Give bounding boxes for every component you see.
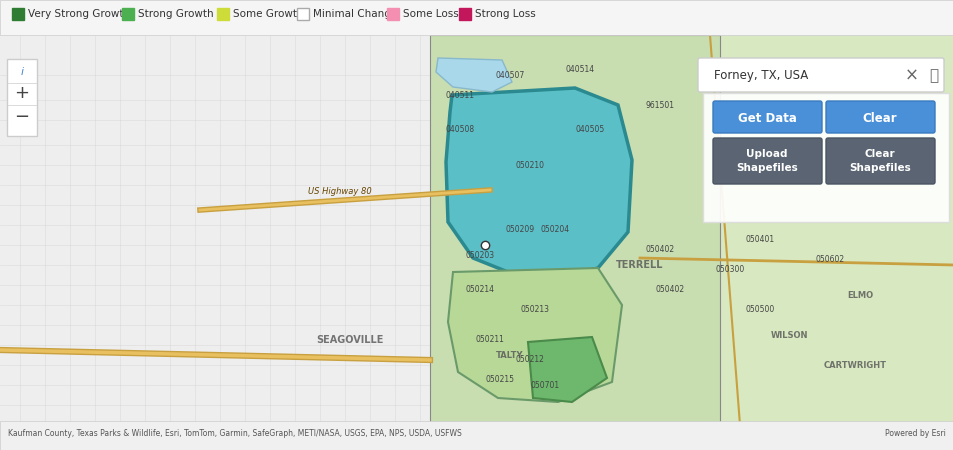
FancyBboxPatch shape [296,8,309,20]
Text: Clear
Shapefiles: Clear Shapefiles [848,149,910,173]
Text: ELMO: ELMO [846,291,872,300]
Text: 050602: 050602 [815,256,843,265]
Text: TALTY: TALTY [496,351,523,360]
FancyBboxPatch shape [825,138,934,184]
Text: 050204: 050204 [539,225,569,234]
Polygon shape [446,88,631,278]
Bar [0,35,953,425]
FancyBboxPatch shape [12,8,24,20]
Text: Some Growth: Some Growth [233,9,303,19]
Text: ⌕: ⌕ [928,68,938,84]
Text: Upload
Shapefiles: Upload Shapefiles [736,149,797,173]
Text: 040511: 040511 [445,90,474,99]
Text: 050211: 050211 [475,336,504,345]
Text: 050402: 050402 [645,246,674,255]
Text: Very Strong Growth: Very Strong Growth [28,9,130,19]
Text: Strong Loss: Strong Loss [475,9,536,19]
Text: Some Loss: Some Loss [402,9,458,19]
FancyBboxPatch shape [702,93,948,222]
Text: 050402: 050402 [655,285,684,294]
Text: 050213: 050213 [520,306,549,315]
Text: 050203: 050203 [465,251,494,260]
Text: −: − [14,108,30,126]
Text: 050209: 050209 [505,225,534,234]
Text: 050500: 050500 [744,306,774,315]
FancyBboxPatch shape [387,8,398,20]
Text: ×: × [904,67,918,85]
FancyBboxPatch shape [712,138,821,184]
Text: SEAGOVILLE: SEAGOVILLE [316,335,383,345]
FancyBboxPatch shape [698,58,943,92]
Text: +: + [14,84,30,102]
Bar [430,35,720,425]
Text: 050215: 050215 [485,375,514,384]
Text: Clear: Clear [862,112,897,125]
Text: 961501: 961501 [645,100,674,109]
FancyBboxPatch shape [122,8,133,20]
Bar [0,421,953,450]
Text: Kaufman County, Texas Parks & Wildlife, Esri, TomTom, Garmin, SafeGraph, METI/NA: Kaufman County, Texas Parks & Wildlife, … [8,429,461,438]
Bar [0,0,953,35]
Text: CARTWRIGHT: CARTWRIGHT [822,360,885,369]
Text: 050210: 050210 [515,161,544,170]
Text: Get Data: Get Data [737,112,796,125]
Bar [0,35,430,425]
FancyBboxPatch shape [216,8,229,20]
Polygon shape [448,268,621,402]
Text: 050401: 050401 [744,235,774,244]
Polygon shape [436,58,512,92]
Bar [720,35,953,425]
Text: 040508: 040508 [445,126,474,135]
Text: i: i [20,67,24,77]
Text: Strong Growth: Strong Growth [138,9,213,19]
Polygon shape [430,35,720,425]
FancyBboxPatch shape [712,101,821,133]
FancyBboxPatch shape [7,59,37,136]
Text: 040507: 040507 [495,71,524,80]
Text: US Highway 80: US Highway 80 [308,187,372,196]
Text: 040505: 040505 [575,126,604,135]
Text: 050212: 050212 [515,356,544,364]
Text: WILSON: WILSON [770,330,808,339]
Polygon shape [527,337,606,402]
Text: TERRELL: TERRELL [616,260,663,270]
Text: 040514: 040514 [565,66,594,75]
Text: Minimal Change: Minimal Change [313,9,396,19]
FancyBboxPatch shape [825,101,934,133]
Text: Forney, TX, USA: Forney, TX, USA [713,69,807,82]
FancyBboxPatch shape [458,8,471,20]
Text: Powered by Esri: Powered by Esri [884,429,945,438]
Text: 050214: 050214 [465,285,494,294]
Text: 050300: 050300 [715,266,744,274]
Text: 050701: 050701 [530,381,559,390]
